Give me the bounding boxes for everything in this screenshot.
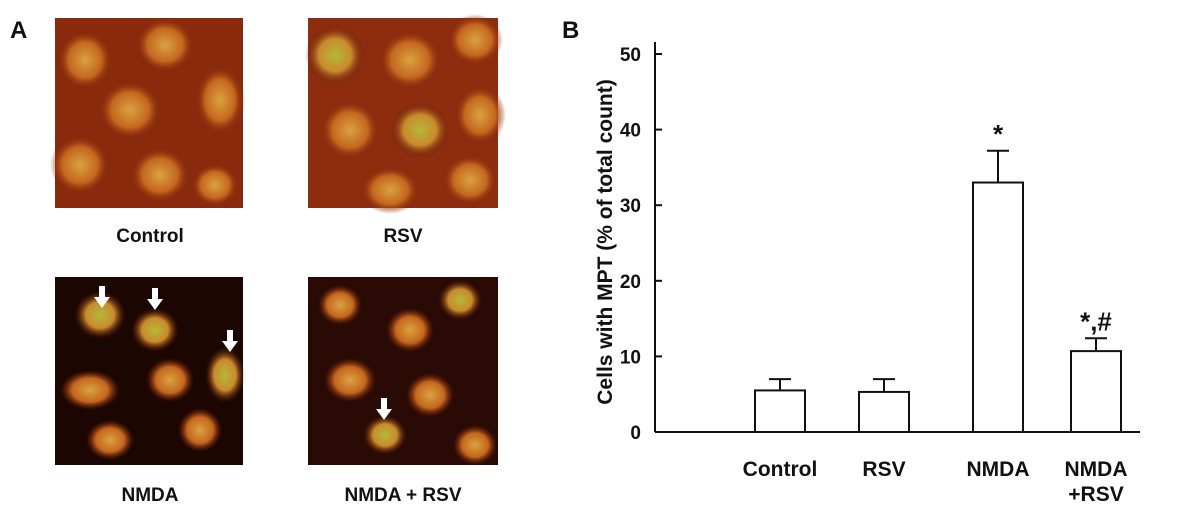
micrograph bbox=[308, 277, 498, 465]
x-tick-label: NMDA +RSV bbox=[1064, 458, 1128, 506]
x-tick-label: NMDA bbox=[966, 458, 1030, 481]
panel-label: B bbox=[562, 17, 579, 44]
y-tick-label: 40 bbox=[620, 121, 641, 142]
micrograph bbox=[50, 17, 245, 208]
bar bbox=[972, 181, 1024, 433]
bar bbox=[754, 389, 806, 434]
micrograph bbox=[55, 277, 245, 465]
y-tick-label: 30 bbox=[620, 196, 641, 217]
image-caption: NMDA bbox=[122, 485, 179, 506]
panel-label: A bbox=[10, 17, 27, 44]
bar bbox=[858, 390, 910, 434]
x-tick-label: RSV bbox=[862, 458, 906, 481]
significance-mark: * bbox=[993, 119, 1004, 149]
image-caption: NMDA + RSV bbox=[344, 485, 461, 506]
significance-mark: *,# bbox=[1080, 306, 1112, 336]
x-tick-label: Control bbox=[742, 458, 818, 481]
micrograph bbox=[305, 14, 506, 214]
image-caption: Control bbox=[116, 226, 184, 247]
bar bbox=[1070, 350, 1122, 433]
y-tick-label: 0 bbox=[630, 423, 641, 444]
y-tick-label: 10 bbox=[620, 347, 641, 368]
y-tick-label: 20 bbox=[620, 272, 641, 293]
y-tick-label: 50 bbox=[620, 45, 641, 66]
y-axis-label: Cells with MPT (% of total count) bbox=[594, 79, 617, 404]
image-caption: RSV bbox=[383, 226, 422, 247]
